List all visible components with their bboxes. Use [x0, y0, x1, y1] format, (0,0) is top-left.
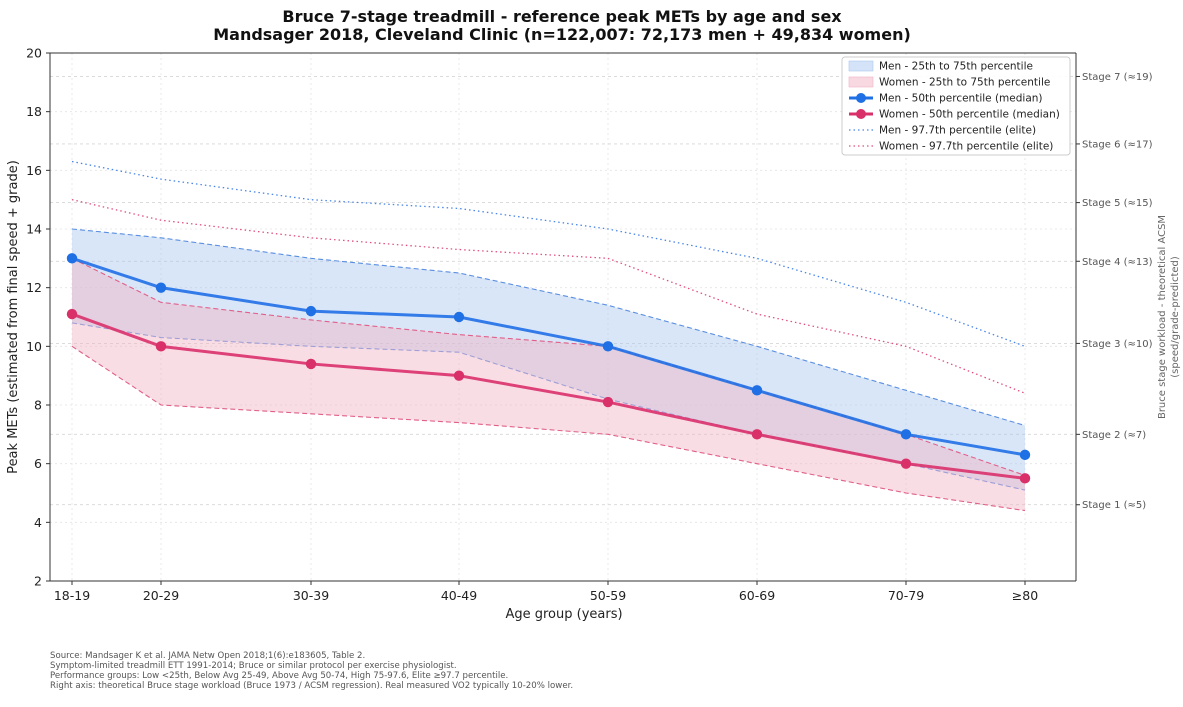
- y-tick-label: 16: [26, 163, 42, 178]
- legend-label: Women - 97.7th percentile (elite): [879, 141, 1053, 153]
- x-tick-label: 70-79: [888, 588, 924, 603]
- series-point-1: [900, 458, 912, 469]
- series-line-1: [71, 312, 1026, 480]
- stage-label: Stage 4 (≈13): [1082, 257, 1153, 268]
- source-notes: Source: Mandsager K et al. JAMA Netw Ope…: [50, 651, 573, 691]
- series-point-0: [900, 429, 912, 440]
- series-line-0: [71, 256, 1026, 457]
- y-tick-label: 6: [34, 456, 42, 471]
- series-point-1: [305, 358, 317, 370]
- chart-title: Bruce 7-stage treadmill - reference peak…: [282, 7, 842, 26]
- x-tick-label: 20-29: [143, 588, 179, 603]
- legend-label: Women - 25th to 75th percentile: [879, 77, 1050, 89]
- band-upper-edge-0: [71, 228, 1026, 427]
- series-point-1: [1019, 473, 1031, 484]
- legend-label: Men - 97.7th percentile (elite): [879, 125, 1036, 137]
- x-tick-label: 18-19: [54, 588, 90, 603]
- legend-swatch-band-1: [848, 76, 874, 88]
- x-axis-label: Age group (years): [505, 607, 622, 622]
- plot-layer: 2 4 6 8 10 12 14 16 18 20 18-19 20-29 30-39 40-49 50-5…: [26, 46, 1153, 604]
- legend-box: [841, 56, 1071, 156]
- source-note-1: Source: Mandsager K et al. JAMA Netw Ope…: [50, 651, 365, 661]
- right-axis-label-line-2: (speed/grade-predicted): [1170, 256, 1181, 378]
- stage-label: Stage 2 (≈7): [1082, 430, 1146, 441]
- legend-label: Men - 25th to 75th percentile: [879, 61, 1033, 73]
- right-axis-label-line-1: Bruce stage workload - theoretical ACSM: [1157, 215, 1168, 419]
- stage-label: Stage 3 (≈10): [1082, 339, 1153, 350]
- source-note-2: Symptom-limited treadmill ETT 1991-2014;…: [50, 661, 457, 671]
- legend-label: Men - 50th percentile (median): [879, 93, 1043, 105]
- legend-label: Women - 50th percentile (median): [879, 109, 1060, 121]
- series-point-0: [751, 385, 763, 396]
- stage-label: Stage 1 (≈5): [1082, 500, 1146, 511]
- series-point-0: [155, 282, 167, 293]
- series-point-1: [155, 341, 167, 352]
- series-point-0: [1019, 449, 1031, 461]
- x-tick-label: 50-59: [590, 588, 626, 603]
- series-point-0: [66, 253, 78, 264]
- chart-legend: Men - 25th to 75th percentile Women - 25t…: [841, 56, 1071, 156]
- x-tick-label: 40-49: [441, 588, 477, 603]
- source-note-4: Right axis: theoretical Bruce stage work…: [50, 681, 573, 691]
- chart-subtitle: Mandsager 2018, Cleveland Clinic (n=122,…: [213, 25, 911, 44]
- y-tick-label: 14: [26, 222, 42, 237]
- legend-swatch-band-0: [848, 60, 874, 72]
- y-tick-label: 2: [34, 574, 42, 589]
- band-lower-edge-1: [71, 345, 1026, 512]
- x-tick-label: ≥80: [1012, 588, 1038, 603]
- band-area-1: [72, 258, 1025, 511]
- y-tick-label: 8: [34, 398, 42, 413]
- band-area-0: [72, 229, 1025, 491]
- source-note-3: Performance groups: Low <25th, Below Avg…: [50, 671, 508, 681]
- y-tick-label: 4: [34, 515, 42, 530]
- y-tick-label: 10: [26, 339, 42, 354]
- y-tick-label: 20: [26, 46, 42, 61]
- series-point-1: [453, 370, 465, 381]
- series-point-0: [453, 311, 465, 323]
- series-point-0: [602, 341, 614, 352]
- stage-label: Stage 6 (≈17): [1082, 139, 1153, 150]
- series-point-1: [602, 396, 614, 408]
- series-point-1: [66, 308, 78, 320]
- series-point-0: [305, 305, 317, 317]
- y-tick-label: 18: [26, 104, 42, 119]
- legend-marker-series-0: [856, 93, 866, 103]
- y-axis-label: Peak METs (estimated from final speed + …: [6, 160, 21, 474]
- y-tick-label: 12: [26, 280, 42, 295]
- series-point-1: [751, 429, 763, 440]
- stage-label: Stage 7 (≈19): [1082, 72, 1153, 83]
- x-tick-label: 30-39: [293, 588, 329, 603]
- x-tick-label: 60-69: [739, 588, 775, 603]
- legend-marker-series-1: [856, 109, 866, 119]
- stage-label: Stage 5 (≈15): [1082, 198, 1153, 209]
